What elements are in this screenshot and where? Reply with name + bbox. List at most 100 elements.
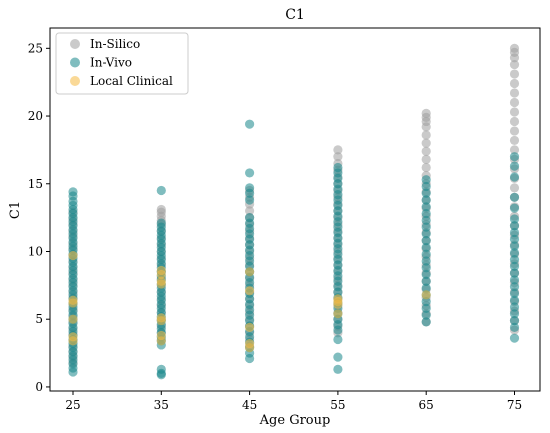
data-point — [421, 249, 431, 259]
data-point — [245, 338, 255, 349]
data-point — [509, 78, 520, 89]
plot-area — [68, 43, 520, 380]
data-point — [509, 333, 520, 343]
x-tick-label: 55 — [330, 398, 345, 412]
data-point — [509, 43, 520, 53]
data-point — [509, 59, 520, 70]
data-point — [421, 208, 431, 219]
data-point — [245, 168, 255, 178]
data-point — [245, 119, 255, 129]
data-point — [509, 261, 520, 271]
x-tick-label: 65 — [419, 398, 434, 412]
legend-marker — [70, 76, 80, 86]
data-point — [509, 322, 520, 332]
data-point — [509, 161, 520, 171]
data-point — [509, 107, 520, 117]
data-point — [245, 183, 255, 193]
data-point — [421, 297, 431, 307]
data-point — [509, 214, 520, 224]
data-point — [509, 295, 520, 305]
data-point — [509, 227, 520, 238]
data-point — [509, 88, 520, 98]
x-axis-title: Age Group — [259, 413, 331, 428]
data-point — [509, 241, 520, 251]
data-point — [421, 154, 431, 164]
series-in-vivo — [68, 119, 520, 380]
data-point — [509, 221, 520, 231]
y-axis-title: C1 — [8, 201, 23, 219]
data-point — [509, 97, 520, 108]
series-local-clinical — [68, 250, 431, 353]
data-point — [509, 152, 520, 162]
data-point — [421, 256, 431, 266]
legend-box — [55, 32, 189, 95]
data-point — [421, 290, 431, 300]
data-point — [509, 69, 520, 79]
data-point — [156, 265, 166, 276]
data-point — [421, 269, 431, 280]
data-point — [509, 183, 520, 193]
data-point — [333, 294, 343, 304]
data-point — [509, 234, 520, 244]
chart-title: C1 — [285, 7, 305, 23]
data-point — [245, 213, 255, 223]
x-tick-label: 45 — [242, 398, 257, 412]
x-axis: 25 35 45 55 65 75 — [65, 391, 522, 412]
data-point — [421, 229, 431, 239]
data-point — [509, 255, 520, 265]
y-tick-label: 15 — [28, 177, 43, 191]
data-point — [421, 310, 431, 320]
data-point — [509, 315, 520, 326]
data-point — [509, 282, 520, 292]
data-point — [421, 138, 431, 148]
data-point — [333, 334, 343, 345]
data-point — [245, 322, 255, 332]
data-point — [421, 317, 431, 327]
data-point — [68, 250, 78, 261]
data-point — [245, 195, 255, 205]
data-point — [68, 295, 78, 305]
data-point — [421, 202, 431, 212]
x-tick-label: 25 — [65, 398, 80, 412]
data-point — [421, 222, 431, 232]
data-point — [156, 330, 166, 341]
data-point — [421, 108, 431, 118]
y-axis: 0 5 10 15 20 25 — [28, 41, 50, 394]
data-point — [421, 181, 431, 192]
data-point — [156, 204, 166, 215]
data-point — [509, 275, 520, 285]
data-point — [333, 145, 343, 155]
y-tick-label: 10 — [28, 244, 43, 258]
data-point — [156, 185, 166, 196]
legend-label: Local Clinical — [90, 74, 173, 88]
y-tick-label: 20 — [28, 109, 43, 123]
plot-frame — [49, 27, 541, 392]
data-point — [421, 188, 431, 198]
data-point — [421, 303, 431, 313]
legend-label: In-Silico — [90, 37, 140, 51]
data-point — [421, 162, 431, 173]
data-point — [509, 192, 520, 202]
data-point — [333, 309, 343, 319]
data-point — [421, 175, 431, 185]
data-point — [156, 364, 166, 374]
data-point — [245, 206, 255, 216]
data-point — [509, 248, 520, 258]
data-point — [156, 218, 166, 228]
data-point — [245, 267, 255, 277]
data-point — [421, 283, 431, 293]
data-point — [421, 276, 431, 286]
legend-marker — [70, 57, 80, 68]
x-tick-label: 35 — [154, 398, 169, 412]
data-point — [333, 162, 343, 173]
data-point — [509, 126, 520, 136]
legend-label: In-Vivo — [90, 56, 132, 70]
data-point — [333, 364, 343, 374]
data-point — [421, 215, 431, 225]
data-point — [421, 236, 431, 246]
data-point — [68, 187, 78, 197]
y-tick-label: 25 — [28, 41, 43, 55]
data-point — [333, 352, 343, 362]
x-tick-label: 75 — [507, 398, 522, 412]
data-point — [509, 268, 520, 278]
